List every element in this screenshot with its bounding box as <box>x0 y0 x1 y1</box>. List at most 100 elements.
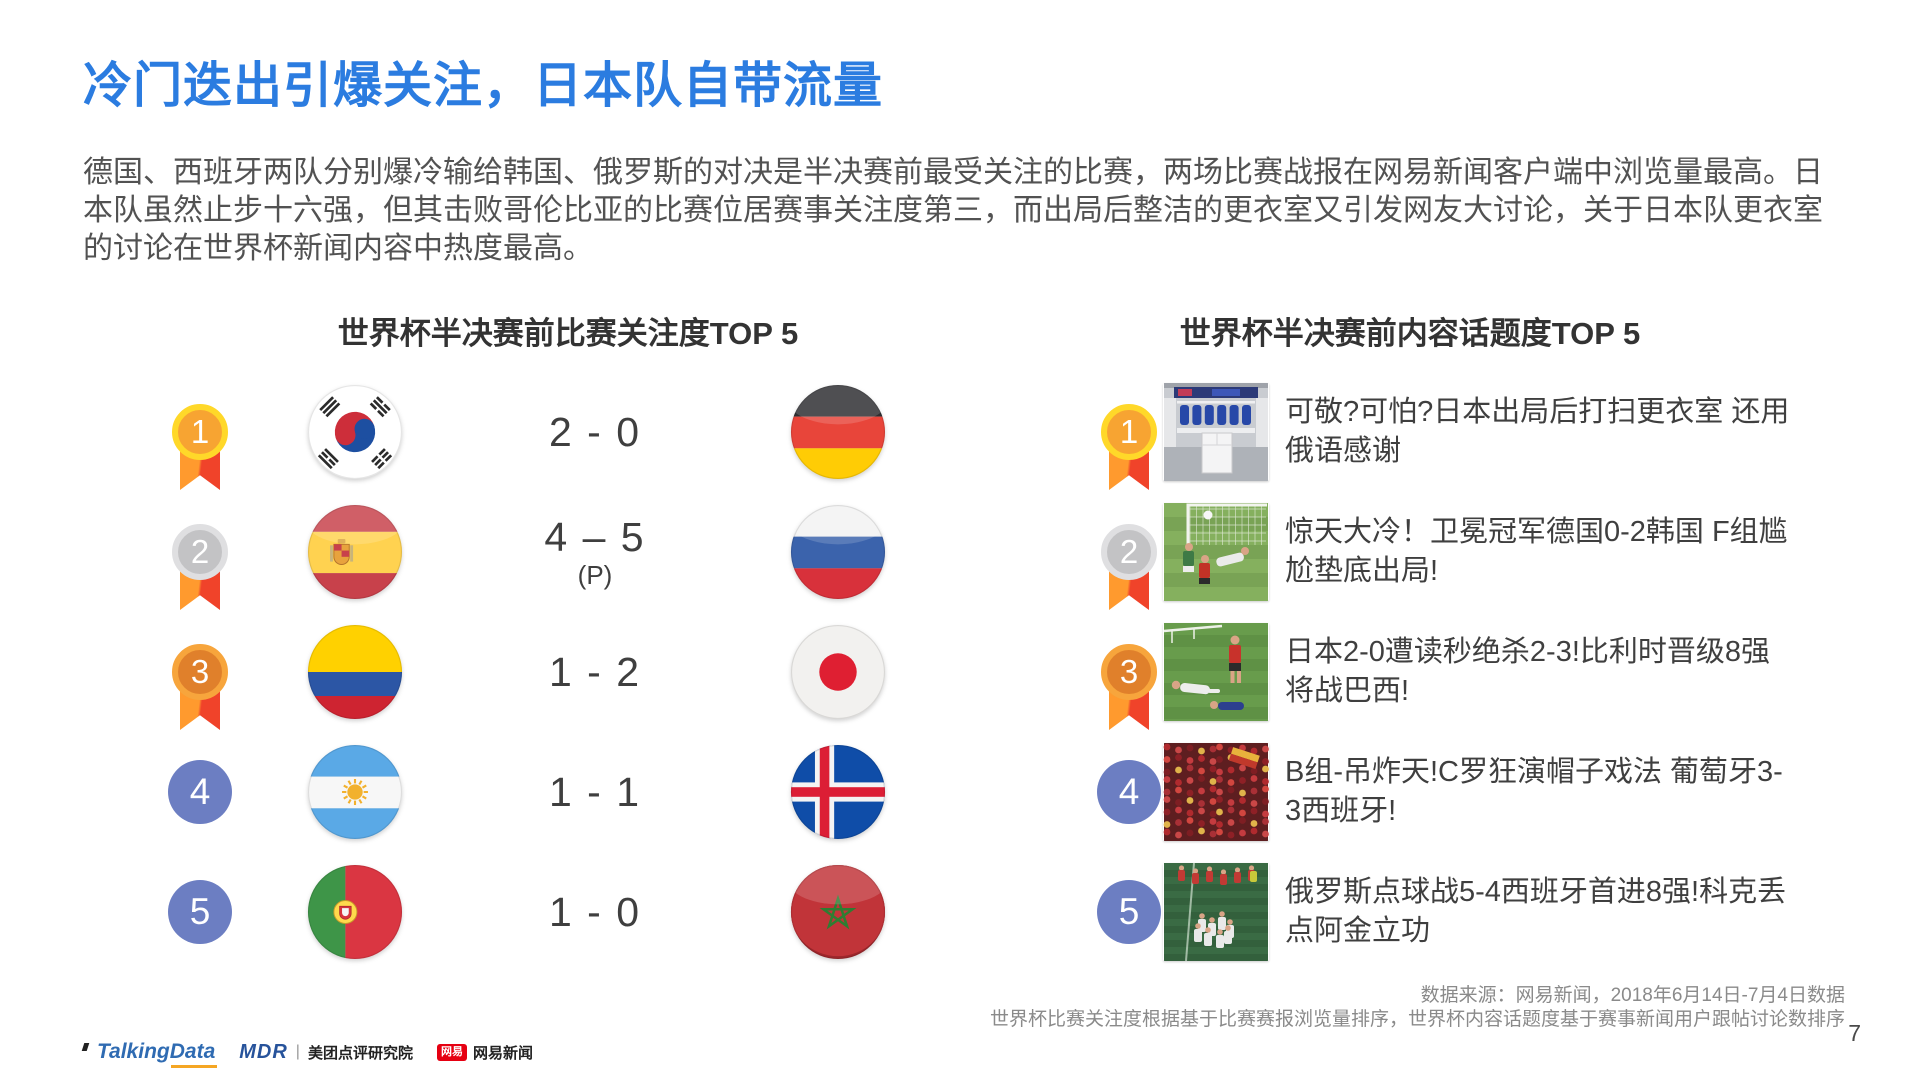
talkingdata-mark-icon <box>81 1043 90 1051</box>
news-headline: 俄罗斯点球战5-4西班牙首进8强!科克丢点阿金立功 <box>1285 876 1787 947</box>
score-note: (P) <box>577 560 613 590</box>
team-right-cell <box>740 504 935 600</box>
flag-argentina-icon <box>307 744 403 840</box>
rank-number: 3 <box>1119 653 1139 690</box>
flag-russia-icon <box>790 504 886 600</box>
match-row: 3 1 - 2 <box>140 612 935 732</box>
talkingdata-logo-text: TalkingData <box>97 1040 218 1068</box>
page-number: 7 <box>1848 1020 1861 1046</box>
page-title: 冷门迭出引爆关注，日本队自带流量 <box>83 59 884 113</box>
rank-3-medal-icon: 3 <box>171 644 229 732</box>
data-source-note: 数据来源：网易新闻，2018年6月14日-7月4日数据 世界杯比赛关注度根据基于… <box>990 984 1845 1032</box>
match-score: 2 - 0 <box>548 409 642 455</box>
footer-logos: TalkingData MDR | 美团点评研究院 网易 网易新闻 <box>81 1040 533 1068</box>
match-score: 1 - 1 <box>548 769 642 815</box>
flag-south-korea-icon <box>307 384 403 480</box>
rank-cell: 3 <box>1095 612 1163 732</box>
rank-4-badge: 4 <box>1097 760 1161 824</box>
topic-ranking-title: 世界杯半决赛前内容话题度TOP 5 <box>1179 316 1641 351</box>
rank-2-medal-icon: 2 <box>1100 524 1158 612</box>
team-left-cell <box>260 864 450 960</box>
flag-japan-icon <box>790 624 886 720</box>
rank-4-badge: 4 <box>168 760 232 824</box>
topic-ranking-list: 1 可敬?可怕?日本出局后打扫更衣室 还用俄语感谢 2 惊天大冷！卫冕冠军德国0… <box>1095 372 1790 972</box>
team-left-cell <box>260 504 450 600</box>
match-row: 2 4 – 5 (P) <box>140 492 935 612</box>
flag-spain-icon <box>307 504 403 600</box>
talkingdata-logo: TalkingData <box>81 1040 218 1068</box>
rank-cell: 5 <box>140 880 260 944</box>
netease-news-label: 网易新闻 <box>472 1044 533 1062</box>
medal-disc-bronze: 3 <box>172 644 228 700</box>
netease-badge-icon: 网易 <box>436 1043 467 1061</box>
rank-2-medal-icon: 2 <box>171 524 229 612</box>
thumbnail-germany-korea-goal <box>1163 503 1269 601</box>
team-right-cell <box>740 864 935 960</box>
meituan-dianping-label: 美团点评研究院 <box>307 1044 413 1062</box>
match-row: 4 1 - 1 <box>140 732 935 852</box>
score-cell: 2 - 0 <box>450 410 740 454</box>
rank-cell: 1 <box>1095 372 1163 492</box>
score-cell: 1 - 1 <box>450 770 740 814</box>
rank-1-medal-icon: 1 <box>1100 404 1158 492</box>
match-ranking-table: 1 2 - 0 2 4 – 5 (P) 3 1 - 2 4 1 - 1 5 1 - 0 <box>140 372 935 972</box>
rank-number: 4 <box>189 771 211 812</box>
rank-cell: 5 <box>1095 880 1163 944</box>
match-score: 4 – 5 <box>544 514 646 560</box>
team-left-cell <box>260 744 450 840</box>
news-headline: 可敬?可怕?日本出局后打扫更衣室 还用俄语感谢 <box>1285 396 1790 467</box>
team-right-cell <box>740 744 935 840</box>
talkingdata-underline <box>171 1065 218 1068</box>
match-score: 1 - 0 <box>548 889 642 935</box>
match-row: 5 1 - 0 <box>140 852 935 972</box>
rank-3-medal-icon: 3 <box>1100 644 1158 732</box>
rank-1-medal-icon: 1 <box>171 404 229 492</box>
rank-number: 2 <box>1119 533 1139 570</box>
rank-number: 5 <box>189 891 211 932</box>
logo-divider: | <box>295 1043 300 1060</box>
team-right-cell <box>740 384 935 480</box>
meituan-dianping-research-logo: MDR | 美团点评研究院 <box>239 1041 413 1064</box>
topic-row: 1 可敬?可怕?日本出局后打扫更衣室 还用俄语感谢 <box>1095 372 1790 492</box>
thumbnail-japan-belgium <box>1163 623 1269 721</box>
flag-iceland-icon <box>790 744 886 840</box>
rank-number: 1 <box>190 413 210 450</box>
news-headline: 惊天大冷！卫冕冠军德国0-2韩国 F组尴尬垫底出局! <box>1285 516 1788 587</box>
netease-news-logo: 网易 网易新闻 <box>436 1042 533 1063</box>
flag-germany-icon <box>790 384 886 480</box>
medal-disc-silver: 2 <box>1101 524 1157 580</box>
rank-cell: 3 <box>140 612 260 732</box>
rank-cell: 1 <box>140 372 260 492</box>
mdr-mark: MDR <box>239 1040 288 1063</box>
rank-number: 4 <box>1118 771 1140 812</box>
thumbnail-russia-celebration <box>1163 863 1269 961</box>
topic-row: 4 B组-吊炸天!C罗狂演帽子戏法 葡萄牙3-3西班牙! <box>1095 732 1790 852</box>
rank-cell: 2 <box>1095 492 1163 612</box>
rank-cell: 4 <box>140 760 260 824</box>
medal-disc-silver: 2 <box>172 524 228 580</box>
thumbnail-locker-room <box>1163 383 1269 481</box>
team-left-cell <box>260 624 450 720</box>
team-left-cell <box>260 384 450 480</box>
source-line-1: 数据来源：网易新闻，2018年6月14日-7月4日数据 <box>1420 985 1845 1006</box>
rank-cell: 4 <box>1095 760 1163 824</box>
match-score: 1 - 2 <box>548 649 642 695</box>
topic-row: 2 惊天大冷！卫冕冠军德国0-2韩国 F组尴尬垫底出局! <box>1095 492 1790 612</box>
news-headline: B组-吊炸天!C罗狂演帽子戏法 葡萄牙3-3西班牙! <box>1285 756 1783 827</box>
team-right-cell <box>740 624 935 720</box>
news-headline: 日本2-0遭读秒绝杀2-3!比利时晋级8强将战巴西! <box>1285 636 1771 707</box>
rank-number: 5 <box>1118 891 1140 932</box>
score-cell: 1 - 2 <box>450 650 740 694</box>
rank-number: 2 <box>190 533 210 570</box>
score-cell: 1 - 0 <box>450 890 740 934</box>
medal-disc-gold: 1 <box>172 404 228 460</box>
flag-portugal-icon <box>307 864 403 960</box>
topic-row: 5 俄罗斯点球战5-4西班牙首进8强!科克丢点阿金立功 <box>1095 852 1790 972</box>
rank-number: 1 <box>1119 413 1139 450</box>
source-line-2: 世界杯比赛关注度根据基于比赛赛报浏览量排序，世界杯内容话题度基于赛事新闻用户跟帖… <box>989 1009 1845 1030</box>
score-cell: 4 – 5 (P) <box>450 515 740 589</box>
intro-paragraph: 德国、西班牙两队分别爆冷输给韩国、俄罗斯的对决是半决赛前最受关注的比赛，两场比赛… <box>83 156 1823 265</box>
medal-disc-bronze: 3 <box>1101 644 1157 700</box>
match-ranking-title: 世界杯半决赛前比赛关注度TOP 5 <box>337 316 799 351</box>
